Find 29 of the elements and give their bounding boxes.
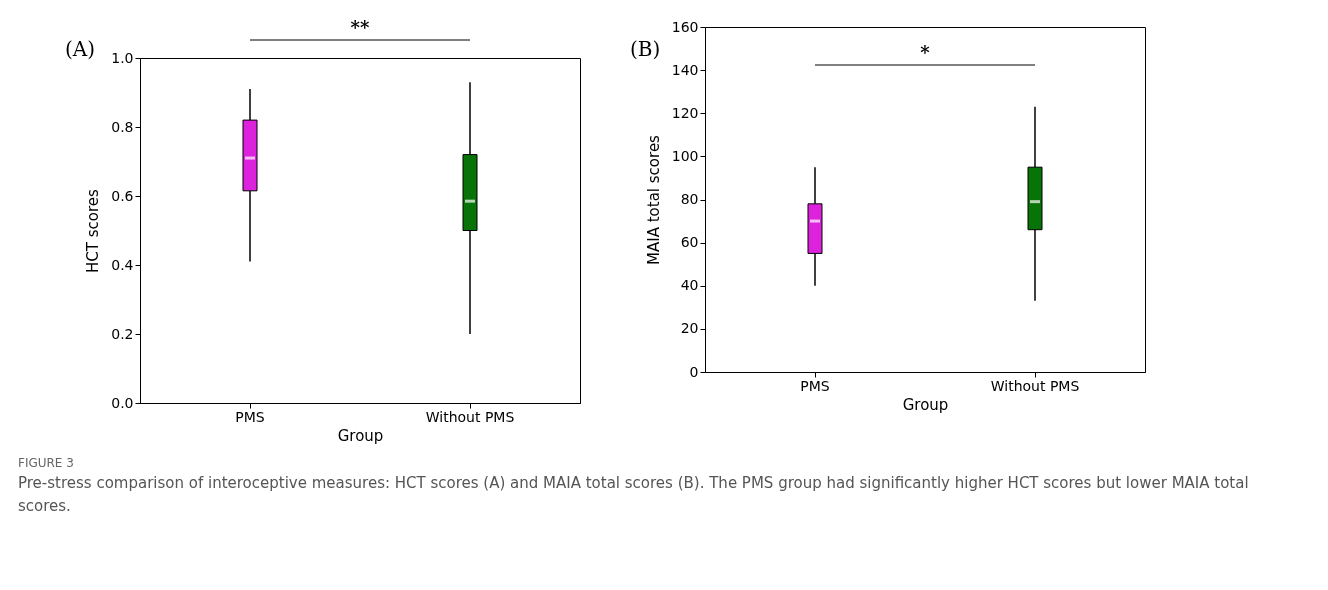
caption: FIGURE 3: [18, 455, 75, 472]
y-tick-label: 0.4: [111, 256, 134, 273]
x-tick-label: Without PMS: [990, 377, 1080, 394]
text: Pre-stress comparison of interoceptive measures: HCT scores (A) and MAIA total scores (B). The PMS group had significantly higher HCT scores but lower MAIA total scores.: [18, 473, 1250, 517]
y-tick-label: 140: [671, 61, 699, 78]
y-tick-label: 80: [680, 191, 699, 207]
text: **: [350, 17, 370, 38]
x-tick-label: PMS: [800, 377, 830, 394]
y-axis-title: MAIA total scores: [644, 134, 663, 265]
y-tick-label: 60: [680, 234, 699, 251]
x-axis-title: Group: [337, 426, 384, 445]
x-axis-title: Group: [902, 395, 949, 414]
y-tick-label: 0.2: [111, 325, 134, 342]
y-tick-label: 0.8: [111, 118, 134, 135]
annotation: *: [920, 42, 931, 63]
y-tick-label: 0: [689, 363, 699, 380]
y-tick-label: 1.0: [111, 49, 134, 66]
y-tick-label: 20: [680, 320, 699, 337]
y-tick-label: 0.0: [111, 394, 134, 411]
y-axis-title: HCT scores: [84, 188, 103, 273]
y-tick-label: 0.6: [111, 187, 134, 204]
y-tick-label: 40: [680, 277, 699, 294]
x-tick-label: Without PMS: [425, 408, 515, 425]
y-tick-label: 160: [671, 18, 699, 35]
y-tick-label: 100: [671, 147, 699, 164]
y-tick-label: 120: [671, 104, 699, 121]
text: (B): [630, 37, 661, 61]
x-tick-label: PMS: [235, 408, 265, 425]
chart-title: (A): [65, 37, 96, 61]
